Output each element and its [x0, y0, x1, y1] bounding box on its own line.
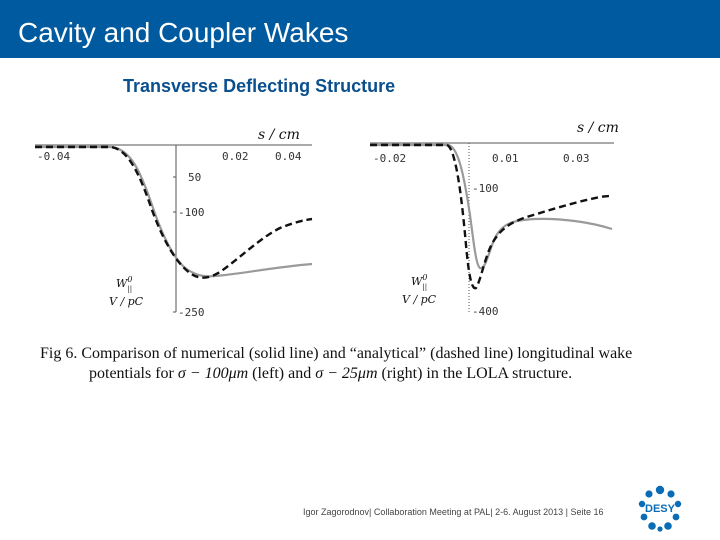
- left-ytick-2: -100: [178, 206, 205, 219]
- slide-subtitle: Transverse Deflecting Structure: [123, 76, 396, 96]
- left-y-symbol: W0 ||: [116, 275, 132, 293]
- caption-sigma-left: σ − 100μm: [177, 365, 249, 382]
- right-xtick-3: 0.03: [563, 152, 590, 165]
- caption-line-1: Fig 6. Comparison of numerical (solid li…: [40, 345, 633, 362]
- right-y-symbol: W0 ||: [411, 273, 427, 291]
- right-xlabel: s / cm: [577, 120, 619, 136]
- caption-sigma-right: σ − 25μm: [315, 365, 378, 382]
- left-xtick-3: 0.04: [275, 150, 302, 163]
- right-xtick-2: 0.01: [492, 152, 519, 165]
- figure-caption: Fig 6. Comparison of numerical (solid li…: [40, 344, 710, 384]
- left-xlabel: s / cm: [258, 127, 300, 143]
- left-ylabel-unit: V / pC: [109, 295, 144, 308]
- slide-title: Cavity and Coupler Wakes: [18, 17, 349, 48]
- left-plot: s / cm -0.04 0.02 0.04 50 -100 -250 W0 ||…: [35, 127, 313, 319]
- right-ytick-2: -400: [472, 305, 499, 318]
- right-ytick-1: -100: [472, 182, 499, 195]
- right-analytical-curve: [370, 143, 613, 290]
- logo-text: DESY: [645, 503, 676, 515]
- desy-logo: DESY: [638, 485, 682, 532]
- left-analytical-curve: [35, 145, 313, 279]
- caption-line-2c: (right) in the LOLA structure.: [377, 365, 573, 382]
- left-ytick-1: 50: [188, 171, 201, 184]
- caption-line-2b: (left) and: [248, 365, 316, 382]
- caption-line-2a: potentials for: [89, 365, 178, 382]
- footer-text: Igor Zagorodnov| Collaboration Meeting a…: [303, 507, 604, 517]
- left-ytick-3: -250: [178, 306, 205, 319]
- right-xtick-1: -0.02: [373, 152, 406, 165]
- title-bar: Cavity and Coupler Wakes: [0, 0, 720, 58]
- right-plot: s / cm -0.02 0.01 0.03 -100 -400 W0 || V …: [370, 120, 619, 318]
- left-xtick-1: -0.04: [37, 150, 70, 163]
- right-ylabel-unit: V / pC: [402, 293, 437, 306]
- caption-line-2: potentials for σ − 100μm (left) and σ − …: [40, 364, 710, 384]
- left-xtick-2: 0.02: [222, 150, 249, 163]
